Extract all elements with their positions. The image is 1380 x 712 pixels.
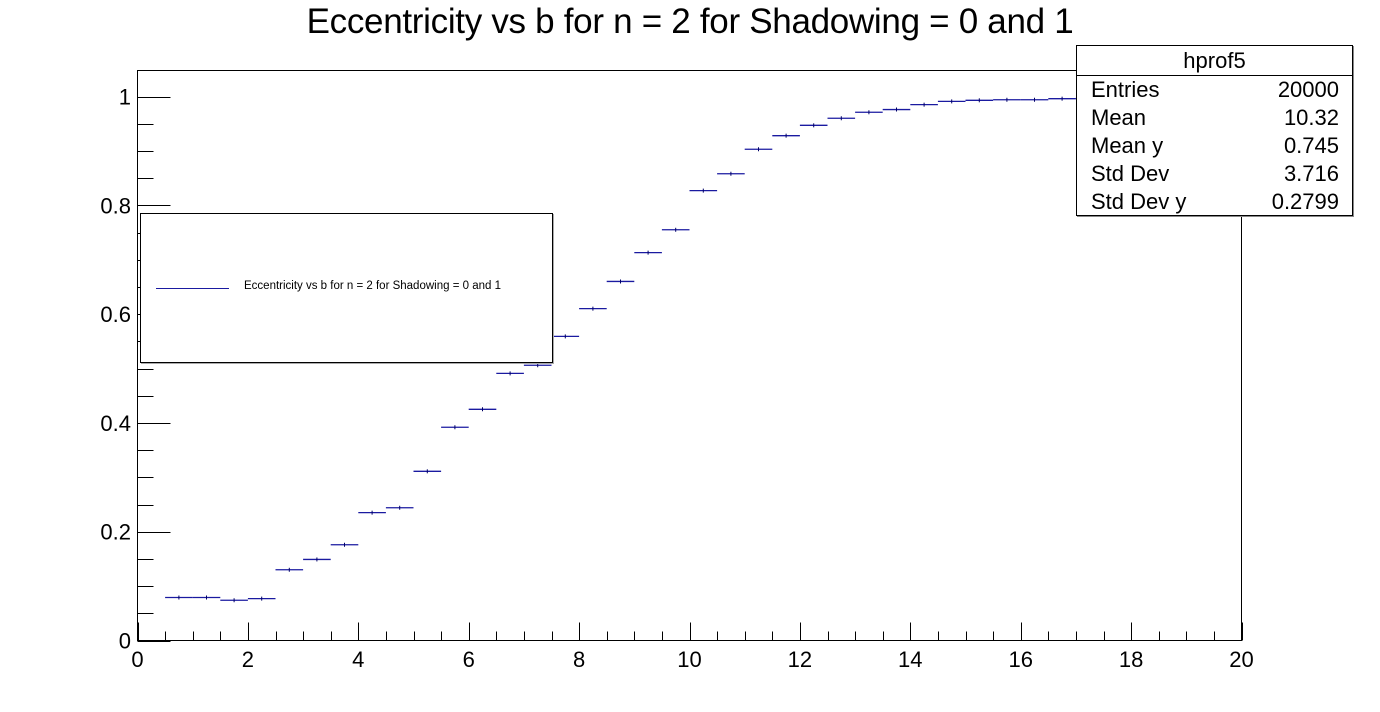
stats-value: 0.745	[1283, 133, 1339, 158]
stats-key: Entries	[1091, 77, 1160, 102]
stats-row: Entries 20000	[1077, 76, 1352, 104]
x-tick-label: 12	[788, 647, 812, 672]
legend-line-icon	[156, 288, 229, 289]
stats-key: Std Dev y	[1091, 189, 1187, 214]
stats-key: Mean	[1091, 105, 1147, 130]
x-tick-label: 16	[1008, 647, 1032, 672]
x-tick-label: 10	[677, 647, 701, 672]
x-tick-label: 8	[573, 647, 585, 672]
stats-value: 3.716	[1283, 161, 1339, 186]
y-tick-label: 0.2	[100, 520, 131, 545]
stats-key: Mean y	[1091, 133, 1164, 158]
chart-title: Eccentricity vs b for n = 2 for Shadowin…	[306, 2, 1074, 41]
legend-label: Eccentricity vs b for n = 2 for Shadowin…	[244, 280, 501, 292]
stats-key: Std Dev	[1091, 161, 1170, 186]
x-tick-label: 18	[1119, 647, 1143, 672]
stats-value: 10.32	[1283, 105, 1339, 130]
x-tick-label: 20	[1229, 647, 1253, 672]
stats-row: Mean y 0.745	[1077, 132, 1352, 160]
x-tick-label: 6	[463, 647, 475, 672]
x-tick-label: 4	[352, 647, 364, 672]
stats-title: hprof5	[1077, 46, 1352, 76]
stats-row: Mean 10.32	[1077, 104, 1352, 132]
x-tick-label: 14	[898, 647, 922, 672]
axes: 0 2 4 6 8 10 12 14 16 18 20 0 0.2 0.4 0.6 0.8 1	[100, 85, 1253, 673]
y-tick-label: 0.8	[100, 193, 131, 218]
plot-frame	[137, 70, 1242, 641]
y-tick-label: 1	[119, 85, 131, 110]
stats-row: Std Dev y 0.2799	[1077, 188, 1352, 216]
stats-box: hprof5 Entries 20000 Mean 10.32 Mean y 0.74…	[1076, 45, 1353, 216]
y-tick-label: 0.6	[100, 302, 131, 327]
y-tick-label: 0	[119, 629, 131, 654]
stats-row: Std Dev 3.716	[1077, 160, 1352, 188]
legend: Eccentricity vs b for n = 2 for Shadowin…	[140, 213, 553, 363]
x-tick-label: 0	[131, 647, 143, 672]
x-tick-label: 2	[242, 647, 254, 672]
stats-value: 0.2799	[1271, 189, 1339, 214]
data-series	[165, 96, 1104, 603]
y-tick-label: 0.4	[100, 411, 131, 436]
stats-value: 20000	[1277, 77, 1339, 102]
